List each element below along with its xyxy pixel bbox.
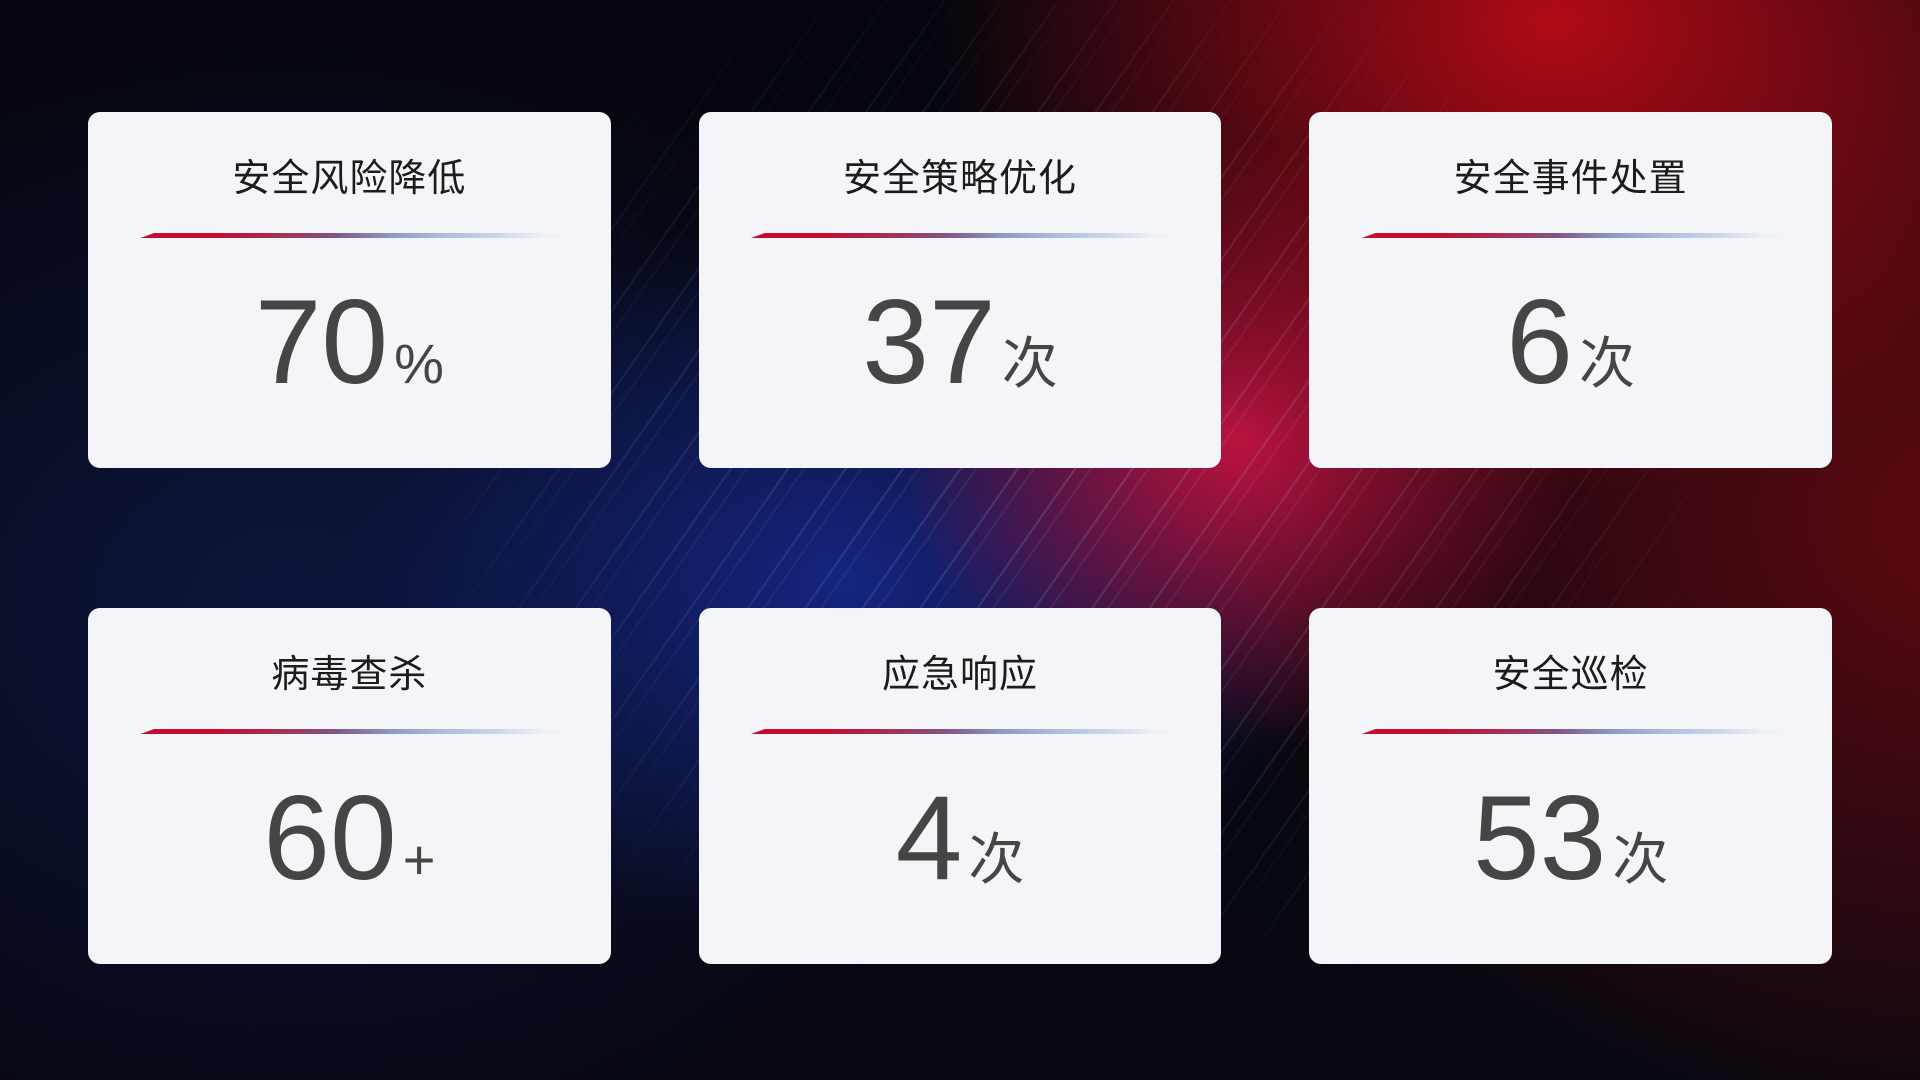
stat-card-title: 应急响应 [881,654,1038,696]
stat-card-value-row: 60 + [88,778,611,898]
stat-card: 安全巡检 53 次 [1309,608,1832,964]
gradient-divider [140,729,575,734]
gradient-divider [1361,233,1796,238]
stat-card-value: 37 [862,275,996,409]
gradient-divider [750,233,1185,238]
stat-card-title: 病毒查杀 [271,654,428,696]
stat-card-unit: + [402,828,436,891]
stat-card-unit: 次 [1579,332,1636,395]
gradient-divider [750,729,1185,734]
stat-card-unit: 次 [968,828,1025,891]
stat-card-unit: 次 [1612,828,1669,891]
gradient-divider [140,233,575,238]
stat-card-value: 70 [254,275,389,409]
stat-card-value: 6 [1506,275,1574,409]
stat-card: 安全策略优化 37 次 [698,112,1222,468]
stat-card-value-row: 70% [88,282,611,402]
stat-card-value: 60 [263,771,397,905]
stat-card-value-row: 37 次 [699,282,1222,402]
stat-card: 安全风险降低 70% [88,112,611,468]
stat-card-title: 安全巡检 [1492,654,1649,696]
stat-card-title: 安全风险降低 [232,158,467,200]
stat-card: 病毒查杀 60 + [88,608,611,964]
stat-card-title: 安全策略优化 [842,158,1077,200]
stat-card-unit: 次 [1001,332,1058,395]
gradient-divider [1361,729,1796,734]
stat-card-unit: % [394,332,444,395]
stat-card-value: 4 [895,771,963,905]
stat-card-value-row: 53 次 [1309,778,1832,898]
stat-card-value: 53 [1472,771,1607,905]
stat-card-title: 安全事件处置 [1453,158,1688,200]
